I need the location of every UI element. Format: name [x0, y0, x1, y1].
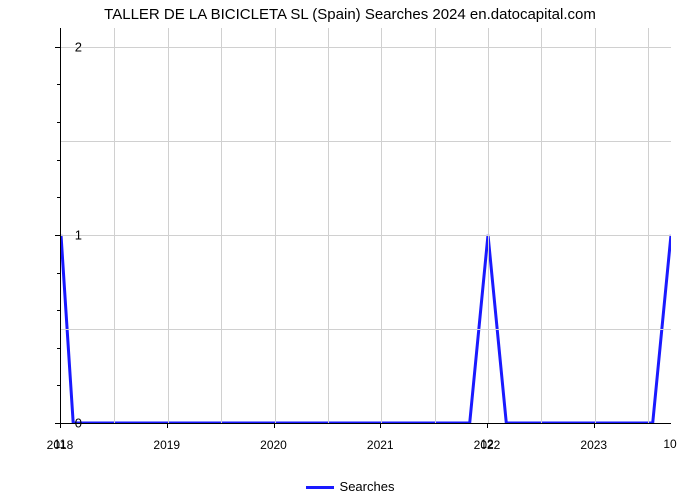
grid-line-horizontal: [61, 141, 671, 142]
y-minor-tick: [57, 273, 60, 274]
y-minor-tick: [57, 310, 60, 311]
x-tick: [487, 423, 488, 428]
grid-line-vertical: [435, 28, 436, 423]
grid-line-horizontal: [61, 47, 671, 48]
grid-line-vertical: [595, 28, 596, 423]
grid-line-vertical: [168, 28, 169, 423]
data-line: [61, 28, 671, 423]
value-annotation: 12: [480, 437, 493, 451]
grid-line-vertical: [381, 28, 382, 423]
x-tick: [274, 423, 275, 428]
x-tick: [380, 423, 381, 428]
y-minor-tick: [57, 348, 60, 349]
grid-line-vertical: [648, 28, 649, 423]
x-tick-label: 2019: [153, 438, 180, 452]
y-tick-label: 2: [75, 39, 82, 54]
x-tick-label: 2023: [580, 438, 607, 452]
x-tick: [594, 423, 595, 428]
y-tick: [55, 47, 60, 48]
y-minor-tick: [57, 84, 60, 85]
y-minor-tick: [57, 122, 60, 123]
grid-line-vertical: [328, 28, 329, 423]
grid-line-vertical: [275, 28, 276, 423]
legend: Searches: [0, 479, 700, 494]
y-tick-label: 1: [75, 227, 82, 242]
plot-area: [60, 28, 671, 424]
y-minor-tick: [57, 197, 60, 198]
y-tick-label: 0: [75, 416, 82, 431]
chart-title: TALLER DE LA BICICLETA SL (Spain) Search…: [0, 6, 700, 23]
value-annotation: 11: [54, 437, 66, 451]
value-annotation: 10: [663, 437, 676, 451]
y-minor-tick: [57, 160, 60, 161]
grid-line-horizontal: [61, 329, 671, 330]
y-minor-tick: [57, 385, 60, 386]
grid-line-vertical: [221, 28, 222, 423]
legend-label: Searches: [340, 479, 395, 494]
grid-line-horizontal: [61, 235, 671, 236]
legend-swatch: [306, 486, 334, 489]
grid-line-vertical: [114, 28, 115, 423]
grid-line-vertical: [541, 28, 542, 423]
grid-line-vertical: [488, 28, 489, 423]
chart-container: TALLER DE LA BICICLETA SL (Spain) Search…: [0, 0, 700, 500]
x-tick: [60, 423, 61, 428]
x-tick-label: 2021: [367, 438, 394, 452]
y-tick: [55, 235, 60, 236]
x-tick-label: 2020: [260, 438, 287, 452]
x-tick: [167, 423, 168, 428]
